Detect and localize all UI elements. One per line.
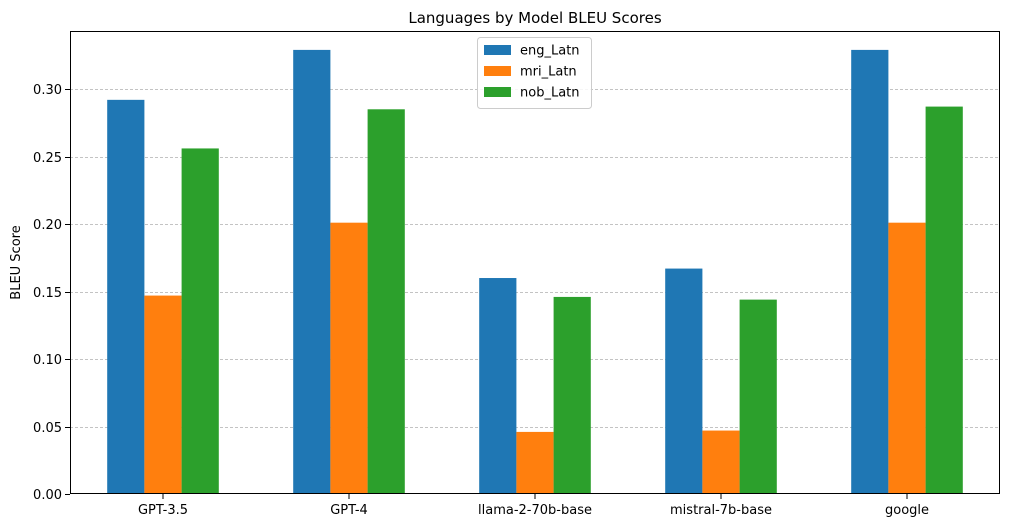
plot-frame xyxy=(70,31,1000,494)
y-tick-label: 0.10 xyxy=(33,353,62,368)
legend-swatch-mri_Latn xyxy=(484,66,511,76)
y-axis-label: BLEU Score xyxy=(9,225,24,299)
bar-eng_Latn-google xyxy=(851,49,889,495)
x-tick-label: GPT-3.5 xyxy=(138,503,188,518)
x-tick-label: llama-2-70b-base xyxy=(478,503,592,518)
axis-ticks: 0.00 0.05 0.10 0.15 0.20 0.25 0.30 GPT-3.5 GPT-4… xyxy=(33,83,929,518)
y-tick-label: 0.00 xyxy=(33,488,62,503)
bar-mri_Latn-google xyxy=(888,222,926,494)
y-tick-label: 0.20 xyxy=(33,218,62,233)
legend-label-eng_Latn: eng_Latn xyxy=(520,44,580,59)
bar-nob_Latn-mistral-7b-base xyxy=(739,299,777,494)
chart-title: Languages by Model BLEU Scores xyxy=(408,9,661,27)
bar-mri_Latn-llama-2-70b-base xyxy=(516,431,554,494)
bar-eng_Latn-GPT-3.5 xyxy=(107,99,145,495)
y-tick-label: 0.05 xyxy=(33,421,62,436)
legend: eng_Latn mri_Latn nob_Latn xyxy=(477,37,592,109)
bar-mri_Latn-GPT-3.5 xyxy=(144,295,182,494)
bar-nob_Latn-GPT-4 xyxy=(367,109,405,495)
bar-eng_Latn-GPT-4 xyxy=(293,49,331,495)
legend-swatch-nob_Latn xyxy=(484,87,511,97)
bar-mri_Latn-mistral-7b-base xyxy=(702,430,740,494)
x-tick-label: mistral-7b-base xyxy=(670,503,772,518)
bar-eng_Latn-llama-2-70b-base xyxy=(479,278,517,494)
bar-nob_Latn-llama-2-70b-base xyxy=(553,296,591,494)
bar-eng_Latn-mistral-7b-base xyxy=(665,268,703,494)
y-tick-label: 0.15 xyxy=(33,286,62,301)
legend-label-mri_Latn: mri_Latn xyxy=(520,65,577,80)
y-tick-label: 0.25 xyxy=(33,151,62,166)
bars xyxy=(107,49,963,495)
legend-swatch-eng_Latn xyxy=(484,45,511,55)
bar-nob_Latn-google xyxy=(925,106,963,495)
bar-mri_Latn-GPT-4 xyxy=(330,222,368,494)
bar-nob_Latn-GPT-3.5 xyxy=(181,148,219,494)
legend-label-nob_Latn: nob_Latn xyxy=(520,86,580,101)
y-tick-label: 0.30 xyxy=(33,83,62,98)
x-tick-label: GPT-4 xyxy=(330,503,368,518)
x-tick-label: google xyxy=(885,503,929,518)
